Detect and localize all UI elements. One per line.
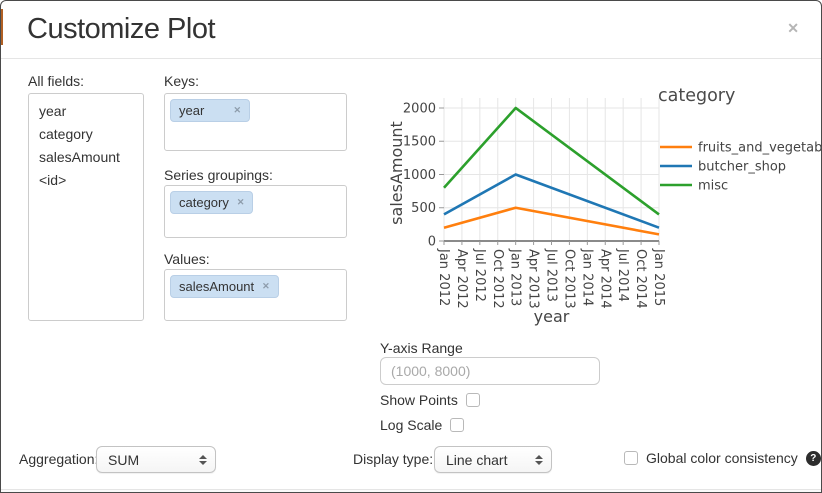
background-bleed [1,9,3,45]
x-tick-label: Apr 2013 [526,249,541,309]
show-points-checkbox[interactable] [465,393,480,407]
remove-tag-icon[interactable]: ✕ [262,281,270,291]
x-tick-label: Apr 2012 [454,249,469,309]
global-color-checkbox[interactable] [624,451,638,465]
field-tag[interactable]: salesAmount ✕ [170,275,279,298]
x-tick-label: Apr 2014 [597,249,612,309]
x-tick-label: Jul 2012 [472,248,487,302]
display-type-label: Display type: [353,451,434,467]
x-axis-title: year [534,307,570,326]
x-tick-label: Jan 2013 [508,248,523,306]
x-tick-label: Jan 2012 [436,248,451,306]
series-groupings-label: Series groupings: [164,167,273,183]
legend-label-butcher_shop: butcher_shop [698,160,786,175]
field-tag-label: category [179,195,229,210]
y-axis-title: salesAmount [387,121,406,225]
log-scale-row: Log Scale [380,417,465,433]
aggregation-select[interactable]: SUM [96,446,216,473]
x-tick-label: Jul 2013 [544,248,559,302]
y-tick-label: 1500 [403,135,436,150]
legend-label-misc: misc [698,179,728,194]
field-tag-label: salesAmount [179,279,255,294]
x-tick-label: Jul 2014 [615,248,630,302]
y-tick-label: 2000 [403,101,436,116]
select-stepper-icon [199,454,207,465]
dialog-footer [1,489,821,492]
y-axis-range-input[interactable] [380,357,600,385]
all-fields-list[interactable]: year category salesAmount <id> [28,93,144,321]
select-stepper-icon [535,454,543,465]
close-icon[interactable]: ✕ [787,20,799,36]
values-label: Values: [164,251,210,267]
legend-title: category [658,86,735,106]
field-list-item[interactable]: year [39,103,67,119]
field-list-item[interactable]: category [39,126,93,142]
x-tick-label: Oct 2012 [490,249,505,309]
y-tick-label: 0 [428,235,436,250]
global-color-row: Global color consistency ? [624,450,821,466]
series-line-fruits_and_vegetables [443,206,660,236]
x-tick-label: Jan 2015 [651,248,666,306]
header-divider [1,58,821,59]
all-fields-label: All fields: [28,73,85,89]
global-color-label: Global color consistency [646,450,798,466]
log-scale-label: Log Scale [380,417,443,433]
x-tick-label: Jan 2014 [579,248,594,306]
x-tick-label: Oct 2013 [561,249,576,309]
dialog-title: Customize Plot [27,13,216,45]
field-tag[interactable]: category ✕ [170,191,254,214]
y-tick-label: 500 [411,201,436,216]
field-list-item[interactable]: salesAmount [39,149,120,165]
series-groupings-dropzone[interactable]: category ✕ [164,185,347,238]
y-axis-range-label: Y-axis Range [380,340,463,356]
series-line-misc [443,106,660,216]
field-list-item[interactable]: <id> [39,172,67,188]
chart-preview: 0 500 1000 1500 2000 Jan 2012 Apr 2012 Jul 2012… [371,61,822,346]
aggregation-value: SUM [108,451,140,468]
field-tag[interactable]: year ✕ [170,99,250,122]
y-tick-label: 1000 [403,168,436,183]
field-tag-label: year [179,103,205,118]
remove-tag-icon[interactable]: ✕ [236,197,245,207]
display-type-value: Line chart [446,451,508,468]
help-icon[interactable]: ? [805,450,821,466]
remove-tag-icon[interactable]: ✕ [233,105,241,115]
log-scale-checkbox[interactable] [450,418,465,432]
legend-label-fruits_and_vegetables: fruits_and_vegetables [698,141,822,156]
show-points-label: Show Points [380,392,458,408]
line-chart: 0 500 1000 1500 2000 Jan 2012 Apr 2012 Jul 2012… [387,86,822,326]
show-points-row: Show Points [380,392,480,408]
values-dropzone[interactable]: salesAmount ✕ [164,269,347,321]
keys-label: Keys: [164,73,200,89]
keys-dropzone[interactable]: year ✕ [164,93,347,151]
aggregation-label: Aggregation: [19,451,99,467]
display-type-select[interactable]: Line chart [434,446,552,473]
x-tick-label: Oct 2014 [633,249,648,309]
series-line-butcher_shop [443,173,660,229]
